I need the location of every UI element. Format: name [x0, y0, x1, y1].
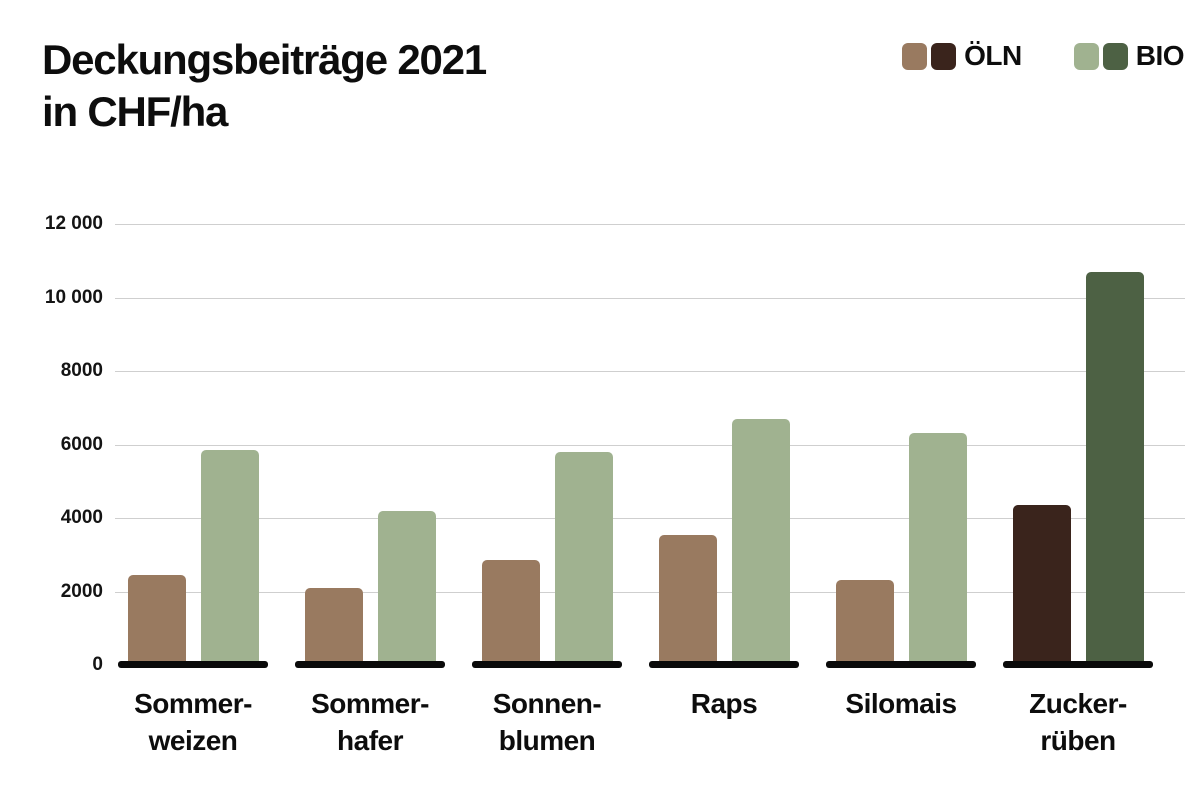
- y-axis-tick-label: 4000: [60, 507, 103, 528]
- x-axis-category-label: Raps: [690, 688, 758, 719]
- x-axis-baseline-segment: [649, 661, 799, 668]
- bar-öln-1: [127, 574, 186, 665]
- y-axis-tick-label: 10 000: [44, 286, 103, 308]
- legend: ÖLN BIO: [902, 40, 1185, 72]
- legend-label-oln: ÖLN: [964, 40, 1022, 71]
- plot-area: 12 000 10 000 8000 6000 4000 2000 0 Sommer-weiz…: [45, 213, 1185, 756]
- bar-bio-2: [377, 510, 436, 665]
- x-axis-baseline-segment: [1003, 661, 1153, 668]
- bio-dark-swatch-icon: [1102, 42, 1128, 70]
- bar-öln-4: [658, 534, 717, 665]
- x-axis-category-label: Sommer-hafer: [311, 688, 429, 756]
- x-axis-category-label: Silomais: [845, 688, 957, 719]
- x-axis-category-label: Zucker-rüben: [1029, 688, 1127, 756]
- gridline-2000: [115, 591, 1185, 593]
- y-axis-tick-label: 12 000: [44, 213, 103, 234]
- chart-title-line2: in CHF/ha: [42, 88, 228, 135]
- y-axis-tick-label: 2000: [60, 580, 103, 602]
- bar-öln-6: [1012, 505, 1071, 665]
- legend-item-bio: BIO: [1073, 40, 1185, 72]
- x-axis-category-label: Sommer-weizen: [134, 688, 252, 756]
- bar-bio-5: [908, 433, 967, 665]
- y-axis-tick-label: 0: [92, 654, 103, 675]
- x-axis-category-label: Sonnen-blumen: [492, 688, 602, 756]
- bar-öln-3: [481, 560, 540, 665]
- x-axis-baseline-segment: [472, 661, 622, 668]
- gridline-10000: [115, 297, 1185, 299]
- x-axis-baseline-segment: [118, 661, 268, 668]
- oln-light-swatch-icon: [902, 42, 928, 70]
- gridline-4000: [115, 518, 1185, 519]
- chart-title: Deckungsbeiträge 2021 in CHF/ha: [42, 34, 487, 138]
- bar-bio-4: [731, 418, 790, 665]
- legend-label-bio: BIO: [1135, 40, 1185, 71]
- gridline-8000: [115, 371, 1185, 372]
- y-axis-tick-label: 6000: [60, 433, 103, 455]
- bio-light-swatch-icon: [1073, 42, 1099, 70]
- x-axis-baseline-segment: [295, 661, 445, 668]
- y-axis-tick-label: 8000: [60, 360, 103, 381]
- bar-bio-6: [1085, 271, 1144, 665]
- oln-dark-swatch-icon: [931, 42, 957, 70]
- bar-öln-2: [304, 587, 363, 665]
- bar-bio-1: [200, 450, 259, 665]
- legend-item-oln: ÖLN: [902, 40, 1022, 72]
- bar-bio-3: [554, 451, 613, 665]
- gridline-6000: [115, 444, 1185, 446]
- gridline-12000: [115, 224, 1185, 225]
- x-axis-baseline-segment: [826, 661, 976, 668]
- bar-öln-5: [835, 580, 894, 665]
- chart-title-line1: Deckungsbeiträge 2021: [42, 36, 487, 83]
